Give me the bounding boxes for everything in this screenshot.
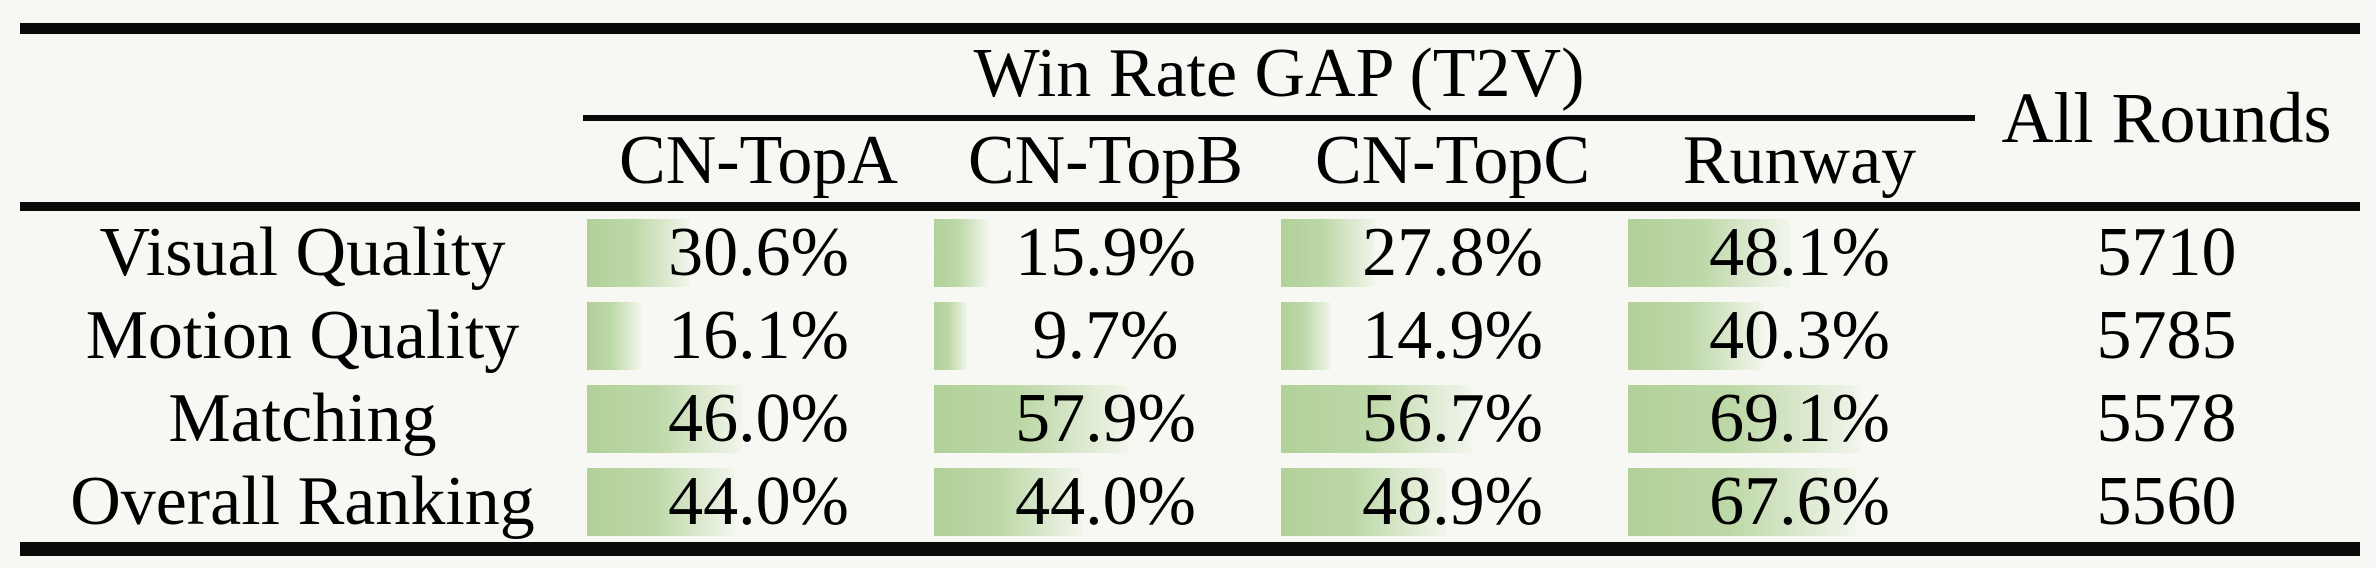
table-row-motion-quality: Motion Quality 16.1% 9.7% 14.9% 40.3% 57…	[20, 294, 2360, 377]
table-cell: 40.3%	[1626, 294, 1973, 377]
win-rate-value: 46.0%	[668, 379, 849, 457]
win-rate-table: Win Rate GAP (T2V) All Rounds CN-TopA CN…	[20, 0, 2360, 568]
win-rate-bar	[587, 218, 690, 287]
table-cell: 48.9%	[1279, 460, 1626, 543]
all-rounds-value: 5785	[2096, 296, 2237, 374]
all-rounds-value: 5578	[2096, 379, 2237, 457]
win-rate-value: 9.7%	[1032, 296, 1179, 374]
win-rate-bar	[1281, 301, 1332, 370]
table-cell: 67.6%	[1626, 460, 1973, 543]
win-rate-bar	[587, 467, 736, 536]
table-cell: 30.6%	[585, 211, 932, 294]
win-rate-bar	[1281, 467, 1446, 536]
win-rate-value: 14.9%	[1362, 296, 1543, 374]
column-header-runway: Runway	[1682, 121, 1917, 199]
win-rate-bar	[1281, 384, 1472, 453]
table-cell: 57.9%	[932, 377, 1279, 460]
table-row-matching: Matching 46.0% 57.9% 56.7% 69.1% 5578	[20, 377, 2360, 460]
win-rate-value: 57.9%	[1015, 379, 1196, 457]
win-rate-value: 69.1%	[1709, 379, 1890, 457]
win-rate-value: 40.3%	[1709, 296, 1890, 374]
win-rate-bar	[1628, 218, 1790, 287]
win-rate-bar	[934, 384, 1129, 453]
all-rounds-value: 5560	[2096, 462, 2237, 540]
win-rate-bar	[934, 301, 967, 370]
win-rate-value: 44.0%	[668, 462, 849, 540]
column-header-all-rounds: All Rounds	[2001, 78, 2332, 158]
win-rate-value: 48.9%	[1362, 462, 1543, 540]
win-rate-value: 56.7%	[1362, 379, 1543, 457]
table-top-rule	[20, 23, 2360, 34]
table-cell: 9.7%	[932, 294, 1279, 377]
row-label: Visual Quality	[99, 213, 506, 291]
win-rate-bar	[934, 467, 1083, 536]
table-cell: 16.1%	[585, 294, 932, 377]
win-rate-bar	[587, 301, 642, 370]
table-cell: 44.0%	[585, 460, 932, 543]
win-rate-value: 67.6%	[1709, 462, 1890, 540]
all-rounds-value: 5710	[2096, 213, 2237, 291]
win-rate-bar	[587, 384, 742, 453]
table-bottom-rule	[20, 542, 2360, 556]
win-rate-value: 15.9%	[1015, 213, 1196, 291]
table-cell: 15.9%	[932, 211, 1279, 294]
table-cell: 27.8%	[1279, 211, 1626, 294]
win-rate-value: 44.0%	[1015, 462, 1196, 540]
table-cell: 14.9%	[1279, 294, 1626, 377]
row-label: Motion Quality	[85, 296, 520, 374]
win-rate-value: 48.1%	[1709, 213, 1890, 291]
win-rate-value: 27.8%	[1362, 213, 1543, 291]
table-cell: 56.7%	[1279, 377, 1626, 460]
table-cell: 48.1%	[1626, 211, 1973, 294]
table-row-overall-ranking: Overall Ranking 44.0% 44.0% 48.9% 67.6% …	[20, 460, 2360, 543]
column-header-cn-topa: CN-TopA	[619, 121, 898, 199]
column-header-cn-topb: CN-TopB	[967, 121, 1244, 199]
win-rate-value: 30.6%	[668, 213, 849, 291]
win-rate-bar	[1628, 301, 1764, 370]
column-header-cn-topc: CN-TopC	[1314, 121, 1591, 199]
table-cell: 69.1%	[1626, 377, 1973, 460]
table-cell: 44.0%	[932, 460, 1279, 543]
row-label: Overall Ranking	[70, 462, 535, 540]
group-header-win-rate-gap: Win Rate GAP (T2V)	[973, 34, 1585, 112]
table-row-visual-quality: Visual Quality 30.6% 15.9% 27.8% 48.1% 5…	[20, 211, 2360, 294]
win-rate-value: 16.1%	[668, 296, 849, 374]
win-rate-bar	[1628, 467, 1856, 536]
win-rate-bar	[1281, 218, 1375, 287]
table-cell: 46.0%	[585, 377, 932, 460]
win-rate-bar	[934, 218, 988, 287]
header-separator-rule	[20, 202, 2360, 211]
group-header-underline-rule	[583, 115, 1975, 121]
win-rate-bar	[1628, 384, 1861, 453]
row-label: Matching	[168, 379, 437, 457]
